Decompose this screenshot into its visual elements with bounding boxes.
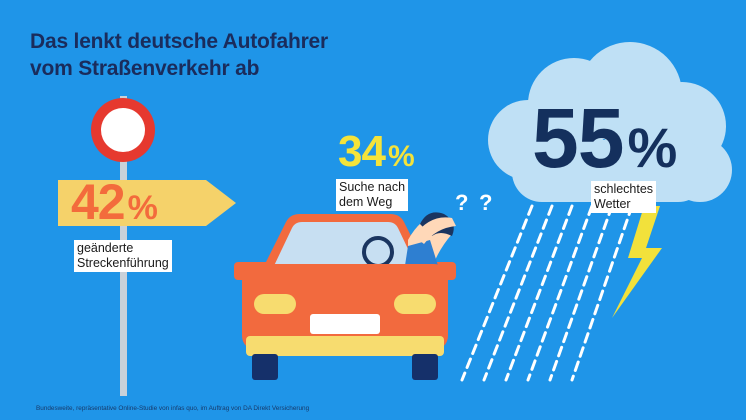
stat-search-label-line-1: Suche nach — [339, 180, 406, 194]
stat-search-value: 34% — [338, 128, 415, 181]
source-footnote: Bundesweite, repräsentative Online-Studi… — [36, 405, 310, 412]
car-icon — [234, 212, 456, 380]
stat-weather-value: 55% — [532, 92, 677, 194]
stat-weather-number: 55 — [532, 91, 624, 185]
question-mark-icon: ? — [455, 190, 469, 215]
rain-icon — [460, 204, 634, 382]
question-mark-icon: ? — [479, 190, 493, 215]
stat-search-label: Suche nach dem Weg — [336, 179, 409, 211]
stat-search-number: 34 — [338, 127, 386, 176]
stat-route-number: 42 — [71, 174, 126, 230]
stat-weather-label-line-2: Wetter — [594, 197, 631, 211]
cloud-icon — [488, 42, 732, 202]
page-title: Das lenkt deutsche Autofahrer vom Straße… — [30, 28, 328, 82]
stat-route-unit: % — [127, 189, 158, 227]
car-windshield — [272, 222, 418, 270]
stat-route-label-line-1: geänderte — [77, 241, 134, 255]
stat-search-label-line-2: dem Weg — [339, 195, 393, 209]
title-line-2: vom Straßenverkehr ab — [30, 57, 260, 80]
stat-search-unit: % — [387, 140, 415, 173]
car-wheel-left — [252, 354, 278, 380]
no-entry-sign-icon — [91, 98, 155, 162]
stat-weather-unit: % — [627, 116, 678, 179]
stat-weather-label-line-1: schlechtes — [594, 182, 654, 196]
car-headlight-left — [254, 294, 296, 314]
lightning-icon — [612, 206, 662, 318]
title-line-1: Das lenkt deutsche Autofahrer — [30, 30, 328, 53]
stat-weather-label: schlechtes Wetter — [591, 181, 657, 213]
car-headlight-right — [394, 294, 436, 314]
car-license-plate — [310, 314, 380, 334]
car-bumper — [246, 336, 444, 356]
stat-route-label-line-2: Streckenführung — [77, 256, 169, 270]
car-wheel-right — [412, 354, 438, 380]
direction-sign-icon — [58, 180, 236, 226]
stat-route-label: geänderte Streckenführung — [74, 240, 172, 272]
car-body — [242, 264, 448, 350]
stat-route-value: 42% — [71, 174, 158, 236]
